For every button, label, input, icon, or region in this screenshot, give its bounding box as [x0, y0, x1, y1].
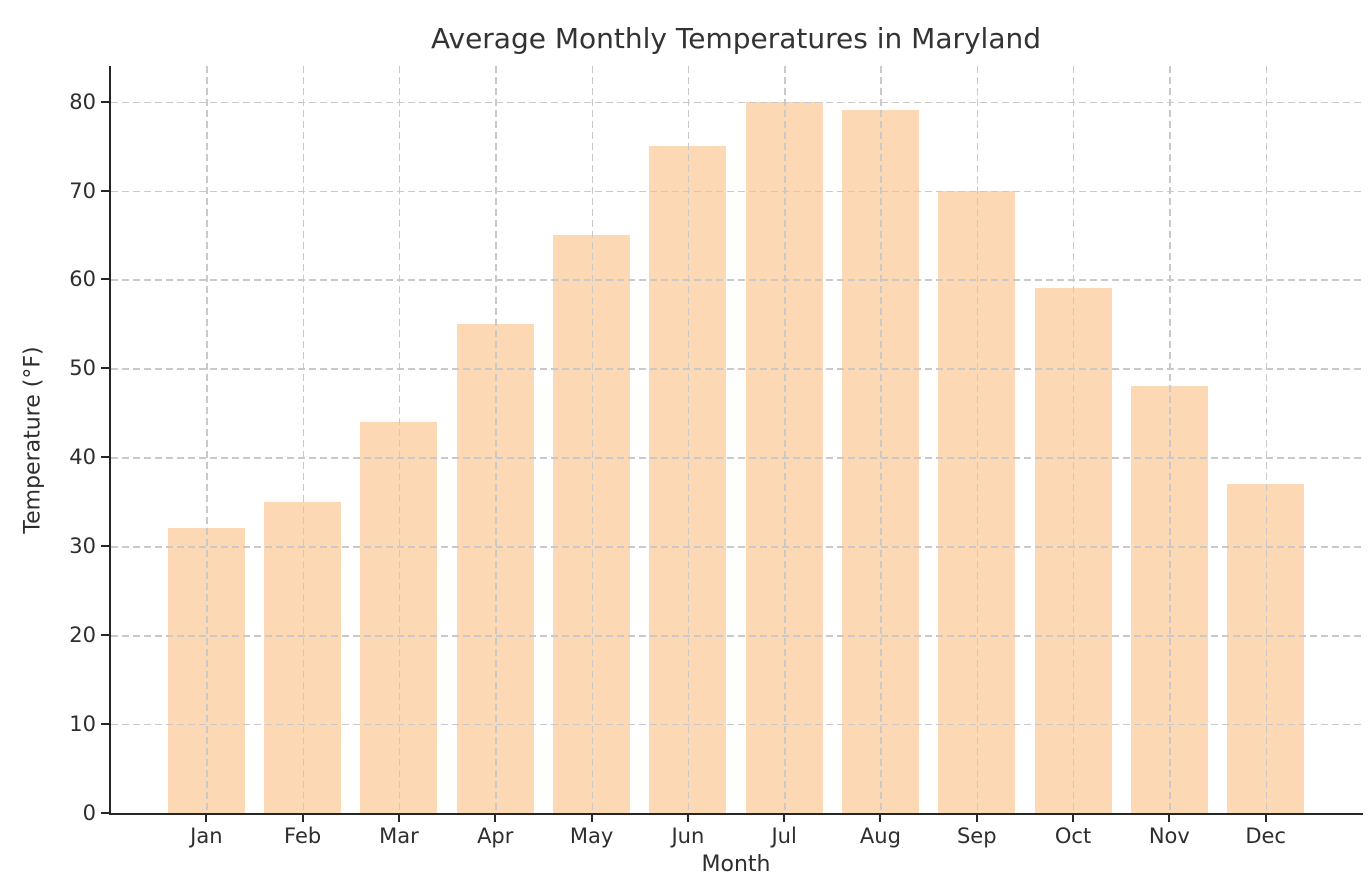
- x-tick-jan: [205, 815, 208, 822]
- y-gridline-40: [111, 457, 1361, 459]
- x-gridline-sep: [976, 66, 979, 813]
- bar-sep: [938, 190, 1016, 813]
- x-tick-label-oct: Oct: [1054, 824, 1092, 848]
- y-gridline-50: [111, 368, 1361, 370]
- x-tick-sep: [975, 815, 978, 822]
- y-tick-40: [101, 456, 109, 459]
- y-tick-label-10: 10: [69, 712, 96, 737]
- x-tick-label-feb: Feb: [284, 824, 322, 848]
- x-tick-label-apr: Apr: [477, 824, 514, 848]
- left-spine: [109, 66, 111, 815]
- y-gridline-10: [111, 724, 1361, 726]
- y-gridline-80: [111, 101, 1361, 103]
- bar-dec: [1227, 483, 1305, 813]
- x-gridline-feb: [302, 66, 305, 813]
- y-tick-label-20: 20: [69, 623, 96, 648]
- x-tick-label-aug: Aug: [859, 824, 901, 848]
- x-gridline-may: [591, 66, 593, 813]
- x-tick-label-mar: Mar: [379, 824, 419, 848]
- x-tick-nov: [1168, 815, 1171, 822]
- x-gridline-aug: [880, 66, 882, 813]
- x-axis-label: Month: [701, 852, 771, 877]
- x-tick-apr: [494, 815, 497, 822]
- y-tick-label-60: 60: [69, 267, 96, 292]
- x-tick-oct: [1072, 815, 1075, 822]
- y-tick-label-30: 30: [69, 534, 96, 559]
- bottom-spine: [109, 813, 1363, 815]
- y-tick-20: [101, 634, 109, 637]
- x-tick-dec: [1264, 815, 1267, 822]
- x-tick-aug: [879, 815, 882, 822]
- x-tick-jul: [783, 815, 786, 822]
- y-tick-50: [101, 367, 109, 370]
- y-gridline-60: [111, 279, 1361, 281]
- x-tick-feb: [301, 815, 304, 822]
- y-tick-60: [101, 278, 109, 281]
- chart-title: Average Monthly Temperatures in Maryland: [430, 22, 1042, 55]
- y-tick-0: [101, 812, 109, 814]
- x-gridline-dec: [1265, 66, 1268, 813]
- x-tick-label-may: May: [569, 824, 614, 848]
- x-tick-jun: [686, 815, 689, 822]
- y-tick-70: [101, 189, 109, 192]
- x-gridline-oct: [1073, 66, 1075, 813]
- plot-area: [111, 66, 1361, 813]
- x-tick-label-jul: Jul: [771, 824, 797, 848]
- x-gridline-jan: [206, 66, 208, 813]
- bar-feb: [264, 501, 342, 813]
- y-tick-30: [101, 545, 109, 548]
- x-tick-may: [590, 815, 593, 822]
- y-gridline-20: [111, 635, 1361, 637]
- y-tick-label-40: 40: [69, 445, 96, 470]
- bar-may: [553, 234, 631, 813]
- y-tick-80: [101, 100, 109, 103]
- y-tick-label-70: 70: [69, 178, 96, 203]
- x-gridline-nov: [1169, 66, 1171, 813]
- x-tick-label-dec: Dec: [1245, 824, 1286, 848]
- y-tick-label-80: 80: [69, 89, 96, 114]
- x-tick-label-sep: Sep: [956, 824, 997, 848]
- y-tick-10: [101, 723, 109, 726]
- x-gridline-apr: [495, 66, 497, 813]
- x-tick-label-jan: Jan: [190, 824, 223, 848]
- x-tick-label-jun: Jun: [671, 824, 705, 848]
- y-tick-label-0: 0: [82, 801, 96, 825]
- x-gridline-mar: [398, 66, 401, 813]
- x-tick-label-nov: Nov: [1148, 824, 1190, 848]
- x-gridline-jun: [687, 66, 690, 813]
- y-gridline-70: [111, 190, 1361, 192]
- x-tick-mar: [397, 815, 400, 822]
- x-gridline-jul: [784, 66, 786, 813]
- y-gridline-30: [111, 546, 1361, 548]
- y-tick-label-50: 50: [69, 356, 96, 381]
